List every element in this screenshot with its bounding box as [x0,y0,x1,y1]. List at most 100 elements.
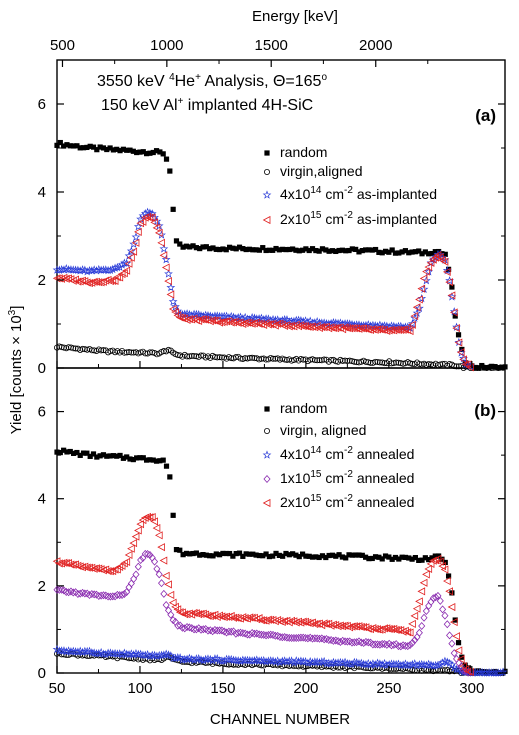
data-point-b-virgin-aligned [84,653,91,660]
data-point-b-random [80,450,87,456]
x-tick-label-300: 300 [459,680,484,697]
data-point-b-random [120,455,126,461]
data-point-b-4x10-14-cm-2-annealed [254,656,264,665]
data-point-a-virgin-aligned [142,350,149,357]
data-point-b-4x10-14-cm-2-annealed [71,647,80,656]
top-tick-label-500: 500 [50,37,75,54]
data-point-b-random [107,453,113,459]
data-point-b-random [74,449,80,456]
data-point-a-random [230,245,236,251]
data-point-b-random [349,552,355,558]
data-point-b-random [359,552,365,558]
data-point-b-1x10-15-cm-2-annealed [234,628,242,637]
data-point-b-1x10-15-cm-2-annealed [443,620,451,629]
data-point-b-random [77,452,83,458]
data-point-b-2x10-15-cm-2-annealed [440,565,449,574]
data-point-b-random [396,556,402,562]
data-point-a-4x10-14-cm-2-as-implanted [452,322,461,331]
data-point-b-4x10-14-cm-2-annealed [233,656,243,665]
data-point-a-random [442,251,448,257]
data-point-b-random [326,552,332,559]
data-point-b-1x10-15-cm-2-annealed [264,630,272,639]
data-point-b-2x10-15-cm-2-annealed [417,587,426,596]
data-point-a-random [203,244,209,250]
data-point-b-random [323,554,329,561]
data-point-a-virgin-aligned [121,349,128,356]
data-point-a-virgin-aligned [146,349,153,356]
data-point-b-2x10-15-cm-2-annealed [412,604,421,613]
data-point-b-random [246,551,253,557]
data-point-a-random [107,145,113,151]
data-point-b-4x10-14-cm-2-annealed [298,657,308,666]
data-point-a-random [190,243,196,249]
data-point-a-2x10-15-cm-2-as-implanted [178,313,186,323]
data-point-a-random [339,247,345,253]
data-point-a-random [396,250,402,256]
data-point-b-random [263,551,269,557]
data-point-b-2x10-15-cm-2-annealed [203,611,212,620]
data-point-a-random [492,364,498,370]
data-point-a-random [250,247,256,253]
data-point-a-virgin-aligned [353,359,360,366]
legend-marker-a-2x10-15-cm-2-as-implanted [262,215,271,225]
data-point-a-random [137,149,143,155]
data-point-b-2x10-15-cm-2-annealed [82,563,91,572]
data-point-b-1x10-15-cm-2-annealed [155,570,163,579]
data-point-a-2x10-15-cm-2-as-implanted [166,290,175,299]
data-point-b-2x10-15-cm-2-annealed [94,564,103,573]
data-point-a-2x10-15-cm-2-as-implanted [240,319,249,328]
data-point-a-virgin-aligned [128,349,135,356]
data-point-a-4x10-14-cm-2-as-implanted [164,269,173,278]
data-point-b-random [290,551,296,557]
data-point-a-virgin-aligned [281,356,288,363]
data-point-a-2x10-15-cm-2-as-implanted [145,213,154,222]
data-point-b-random [94,454,100,460]
data-point-b-random [286,552,292,558]
data-point-a-random [240,246,246,252]
data-point-a-random [326,248,332,254]
data-point-b-random [445,573,452,579]
data-point-a-2x10-15-cm-2-as-implanted [138,217,147,226]
data-point-b-1x10-15-cm-2-annealed [369,640,377,649]
data-point-b-1x10-15-cm-2-annealed [88,590,96,599]
data-point-a-2x10-15-cm-2-as-implanted [389,326,398,335]
data-point-a-2x10-15-cm-2-as-implanted [398,325,407,334]
data-point-a-random [299,247,306,253]
data-point-b-random [117,452,123,459]
data-point-a-2x10-15-cm-2-as-implanted [245,318,254,328]
data-point-a-2x10-15-cm-2-as-implanted [134,227,142,236]
data-point-a-virgin-aligned [351,358,358,365]
data-point-a-2x10-15-cm-2-as-implanted [161,263,170,272]
legend-b-4e14: 4x1014 cm-2 annealed [280,445,414,462]
data-point-a-virgin-aligned [372,358,379,365]
data-points [52,139,508,677]
data-point-b-1x10-15-cm-2-annealed [132,570,140,579]
data-point-a-2x10-15-cm-2-as-implanted [157,238,165,247]
data-point-b-random [253,552,259,558]
data-point-a-virgin-aligned [407,360,414,367]
data-point-b-random [157,458,163,464]
data-point-a-random [266,247,272,253]
data-point-b-4x10-14-cm-2-annealed [106,648,115,657]
data-point-b-random [134,455,140,461]
data-point-a-virgin-aligned [362,358,369,365]
data-point-a-random [104,146,110,153]
data-point-b-1x10-15-cm-2-annealed [276,632,284,641]
data-point-a-virgin-aligned [486,364,493,371]
data-point-b-4x10-14-cm-2-annealed [231,655,241,665]
data-point-b-4x10-14-cm-2-annealed [171,653,180,662]
data-point-b-random [54,449,60,455]
data-point-b-random [316,554,322,561]
data-point-b-2x10-15-cm-2-annealed [131,532,140,541]
data-point-b-4x10-14-cm-2-annealed [266,656,276,665]
data-point-b-2x10-15-cm-2-annealed [103,567,112,576]
data-point-a-random [422,249,428,255]
data-point-a-virgin-aligned [91,347,98,354]
data-point-a-2x10-15-cm-2-as-implanted [364,325,372,334]
data-point-a-random [210,245,216,251]
data-point-a-2x10-15-cm-2-as-implanted [127,253,135,262]
data-point-b-random [429,555,435,561]
data-point-b-random [399,554,405,560]
plot-frames [56,59,506,674]
